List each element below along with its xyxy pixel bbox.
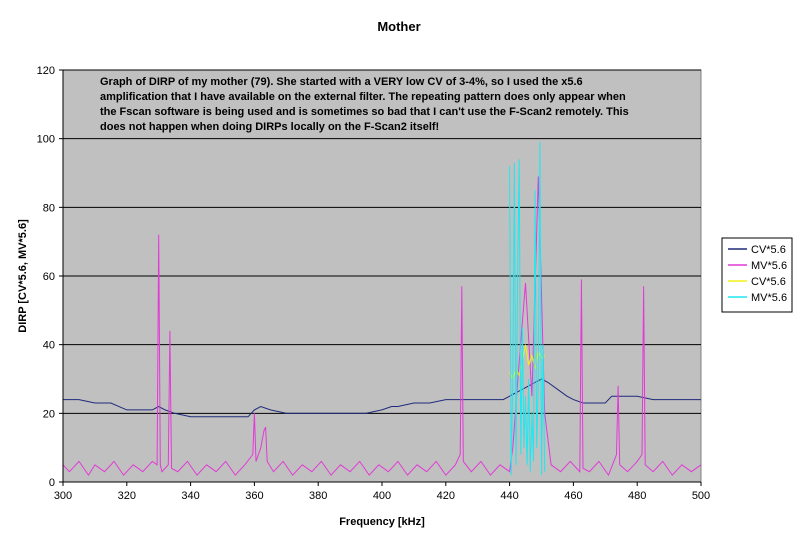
annotation-line-1: Graph of DIRP of my mother (79). She sta… (100, 76, 583, 88)
legend-label-1: CV*5.6 (751, 244, 786, 256)
axes (59, 69, 702, 486)
x-tick-label-380: 380 (309, 490, 327, 502)
legend: CV*5.6 MV*5.6 CV*5.6 MV*5.6 (721, 237, 793, 313)
x-tick-label-480: 480 (628, 490, 646, 502)
y-tick-labels: 0 20 40 60 80 100 120 (37, 65, 55, 489)
y-tick-label-100: 100 (37, 134, 55, 146)
series-line-2 (62, 176, 702, 477)
annotation-text: Graph of DIRP of my mother (79). She sta… (100, 76, 629, 133)
chart-title: Mother (377, 19, 420, 34)
y-tick-label-60: 60 (43, 271, 55, 283)
y-axis-label: DIRP [CV*5.6, MV*5.6] (17, 219, 29, 333)
y-tick-label-20: 20 (43, 408, 55, 420)
legend-box (721, 237, 793, 313)
x-tick-label-340: 340 (181, 490, 199, 502)
annotation-line-4: does not happen when doing DIRPs locally… (100, 121, 439, 133)
legend-label-3: CV*5.6 (751, 276, 786, 288)
x-tick-label-300: 300 (54, 490, 72, 502)
x-tick-label-420: 420 (437, 490, 455, 502)
x-tick-label-360: 360 (245, 490, 263, 502)
x-tick-labels: 300 320 340 360 380 400 420 440 460 480 500 (54, 490, 710, 502)
series-lines (62, 142, 702, 477)
series-line-4 (509, 142, 546, 476)
y-tick-label-0: 0 (49, 477, 55, 489)
annotation-line-2: amplification that I have available on t… (100, 91, 626, 103)
annotation-line-3: the Fscan software is being used and is … (100, 106, 629, 118)
legend-label-4: MV*5.6 (751, 292, 787, 304)
x-tick-label-460: 460 (564, 490, 582, 502)
y-tick-label-40: 40 (43, 340, 55, 352)
series-line-1 (63, 378, 701, 418)
y-tick-label-80: 80 (43, 202, 55, 214)
x-tick-label-440: 440 (500, 490, 518, 502)
legend-label-2: MV*5.6 (751, 260, 787, 272)
x-tick-label-400: 400 (373, 490, 391, 502)
x-tick-label-500: 500 (692, 490, 710, 502)
x-tick-label-320: 320 (118, 490, 136, 502)
x-axis-label: Frequency [kHz] (339, 516, 425, 528)
y-tick-label-120: 120 (37, 65, 55, 77)
